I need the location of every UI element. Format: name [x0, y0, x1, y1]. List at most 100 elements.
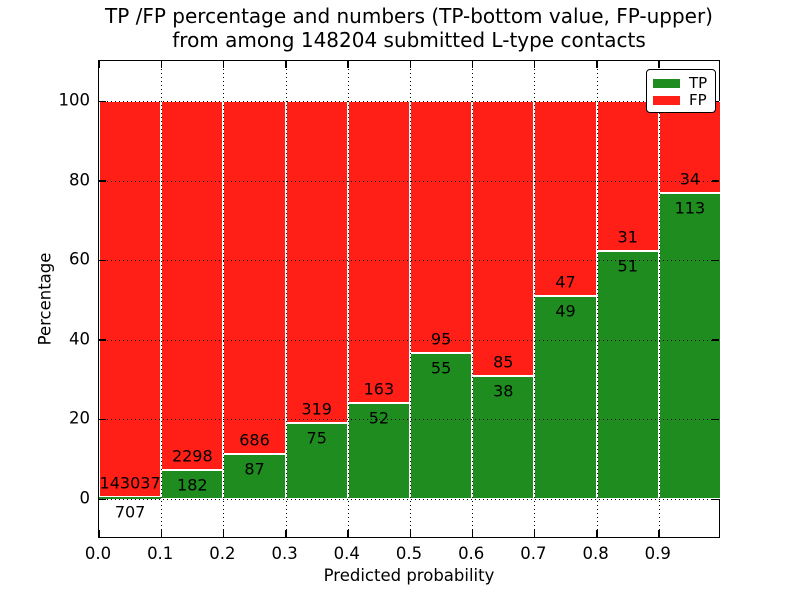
y-tick-label: 100	[58, 90, 91, 110]
x-tick-label: 0.3	[271, 544, 298, 563]
tp-count-label: 113	[674, 198, 706, 218]
x-tick-mark	[160, 61, 163, 68]
x-tick-mark	[533, 61, 536, 68]
x-tick-label: 0.5	[395, 544, 423, 563]
tp-count-label: 87	[244, 459, 265, 479]
plot-area: 143037 707 2298 182 686 87 319 75 163 52 95 55 85 38 4…	[98, 60, 721, 538]
y-gridline	[99, 101, 719, 102]
bar-segment-fp	[534, 101, 597, 296]
y-tick-mark	[712, 339, 719, 341]
bar-segment-fp	[223, 101, 286, 455]
x-tick-mark	[285, 61, 287, 68]
legend-swatch-tp	[653, 78, 680, 88]
chart-title-line2: from among 148204 submitted L-type conta…	[172, 28, 646, 52]
x-gridline	[223, 61, 225, 537]
x-tick-label: 0.2	[209, 544, 236, 563]
tp-count-label: 55	[430, 358, 452, 378]
y-tick-mark	[99, 339, 106, 341]
x-gridline	[534, 61, 536, 537]
tp-count-label: 707	[114, 502, 146, 522]
fp-count-label: 34	[679, 169, 701, 189]
tp-count-label: 38	[493, 381, 514, 401]
x-tick-mark	[658, 530, 660, 537]
bar-segment-fp	[285, 101, 348, 424]
y-tick-mark	[712, 180, 719, 182]
fp-count-label: 2298	[171, 446, 213, 466]
x-tick-label: 0.1	[147, 544, 174, 563]
y-gridline	[99, 260, 719, 262]
legend-label-fp: FP	[689, 90, 707, 109]
y-gridline	[99, 339, 719, 341]
x-tick-mark	[222, 61, 225, 68]
x-gridline	[658, 61, 660, 537]
fp-count-label: 686	[239, 430, 270, 450]
x-gridline	[410, 61, 411, 537]
y-tick-mark	[99, 418, 106, 421]
x-tick-mark	[596, 530, 598, 537]
x-gridline	[161, 61, 163, 537]
bar-segment-fp	[472, 101, 535, 377]
bar-segment-fp	[161, 101, 224, 470]
x-tick-label: 0.0	[84, 544, 112, 563]
x-tick-mark	[160, 530, 163, 537]
y-tick-mark	[99, 180, 106, 182]
fp-count-label: 47	[555, 272, 576, 292]
x-tick-label: 0.8	[582, 544, 609, 563]
x-tick-mark	[658, 61, 660, 68]
bar-segment-fp	[99, 101, 162, 498]
y-tick-label: 40	[69, 329, 90, 349]
y-tick-label: 20	[69, 408, 90, 428]
x-tick-label: 0.9	[644, 544, 671, 563]
y-tick-mark	[99, 259, 106, 262]
x-tick-mark	[285, 530, 287, 537]
x-tick-mark	[347, 530, 349, 537]
bar-segment-tp	[285, 423, 348, 499]
y-gridline	[99, 419, 719, 421]
fp-count-label: 163	[363, 379, 395, 399]
x-tick-label: 0.6	[458, 544, 485, 563]
y-tick-label: 0	[79, 488, 91, 508]
y-tick-label: 60	[69, 249, 90, 269]
x-tick-mark	[471, 530, 474, 537]
tp-count-label: 75	[306, 428, 327, 448]
x-tick-mark	[347, 61, 349, 68]
legend-swatch-fp	[653, 95, 680, 105]
x-gridline	[472, 61, 474, 537]
x-tick-mark	[98, 530, 100, 537]
tp-count-label: 51	[617, 256, 638, 276]
y-tick-mark	[712, 418, 719, 421]
y-gridline	[99, 499, 719, 500]
bar-segment-tp	[534, 295, 597, 499]
y-tick-mark	[99, 498, 106, 500]
x-gridline	[596, 61, 598, 537]
tp-count-label: 49	[555, 301, 576, 321]
bar-segment-tp	[223, 454, 286, 499]
x-tick-mark	[533, 530, 536, 537]
x-tick-mark	[222, 530, 225, 537]
x-axis-label: Predicted probability	[323, 566, 495, 585]
fp-count-label: 319	[301, 399, 332, 419]
fp-count-label: 143037	[99, 473, 161, 493]
legend-entry-fp: FP	[653, 92, 709, 108]
legend-label-tp: TP	[689, 73, 708, 92]
fp-count-label: 31	[617, 227, 638, 247]
bar-segment-tp	[99, 497, 162, 500]
x-tick-mark	[471, 61, 474, 68]
x-gridline	[347, 61, 349, 537]
x-tick-label: 0.7	[520, 544, 547, 563]
y-tick-label: 80	[69, 170, 90, 190]
fp-count-label: 85	[493, 352, 514, 372]
x-gridline	[285, 61, 287, 537]
tp-count-label: 52	[368, 408, 390, 428]
bar-segment-tp	[658, 193, 721, 499]
chart-title: TP /FP percentage and numbers (TP-bottom…	[98, 4, 720, 52]
x-tick-mark	[596, 61, 598, 68]
x-tick-label: 0.4	[333, 544, 360, 563]
y-tick-mark	[712, 498, 719, 500]
bar-segment-fp	[410, 101, 473, 354]
chart-title-line1: TP /FP percentage and numbers (TP-bottom…	[105, 4, 713, 28]
tp-count-label: 182	[177, 475, 208, 495]
y-tick-mark	[99, 100, 106, 102]
x-tick-mark	[98, 61, 100, 68]
